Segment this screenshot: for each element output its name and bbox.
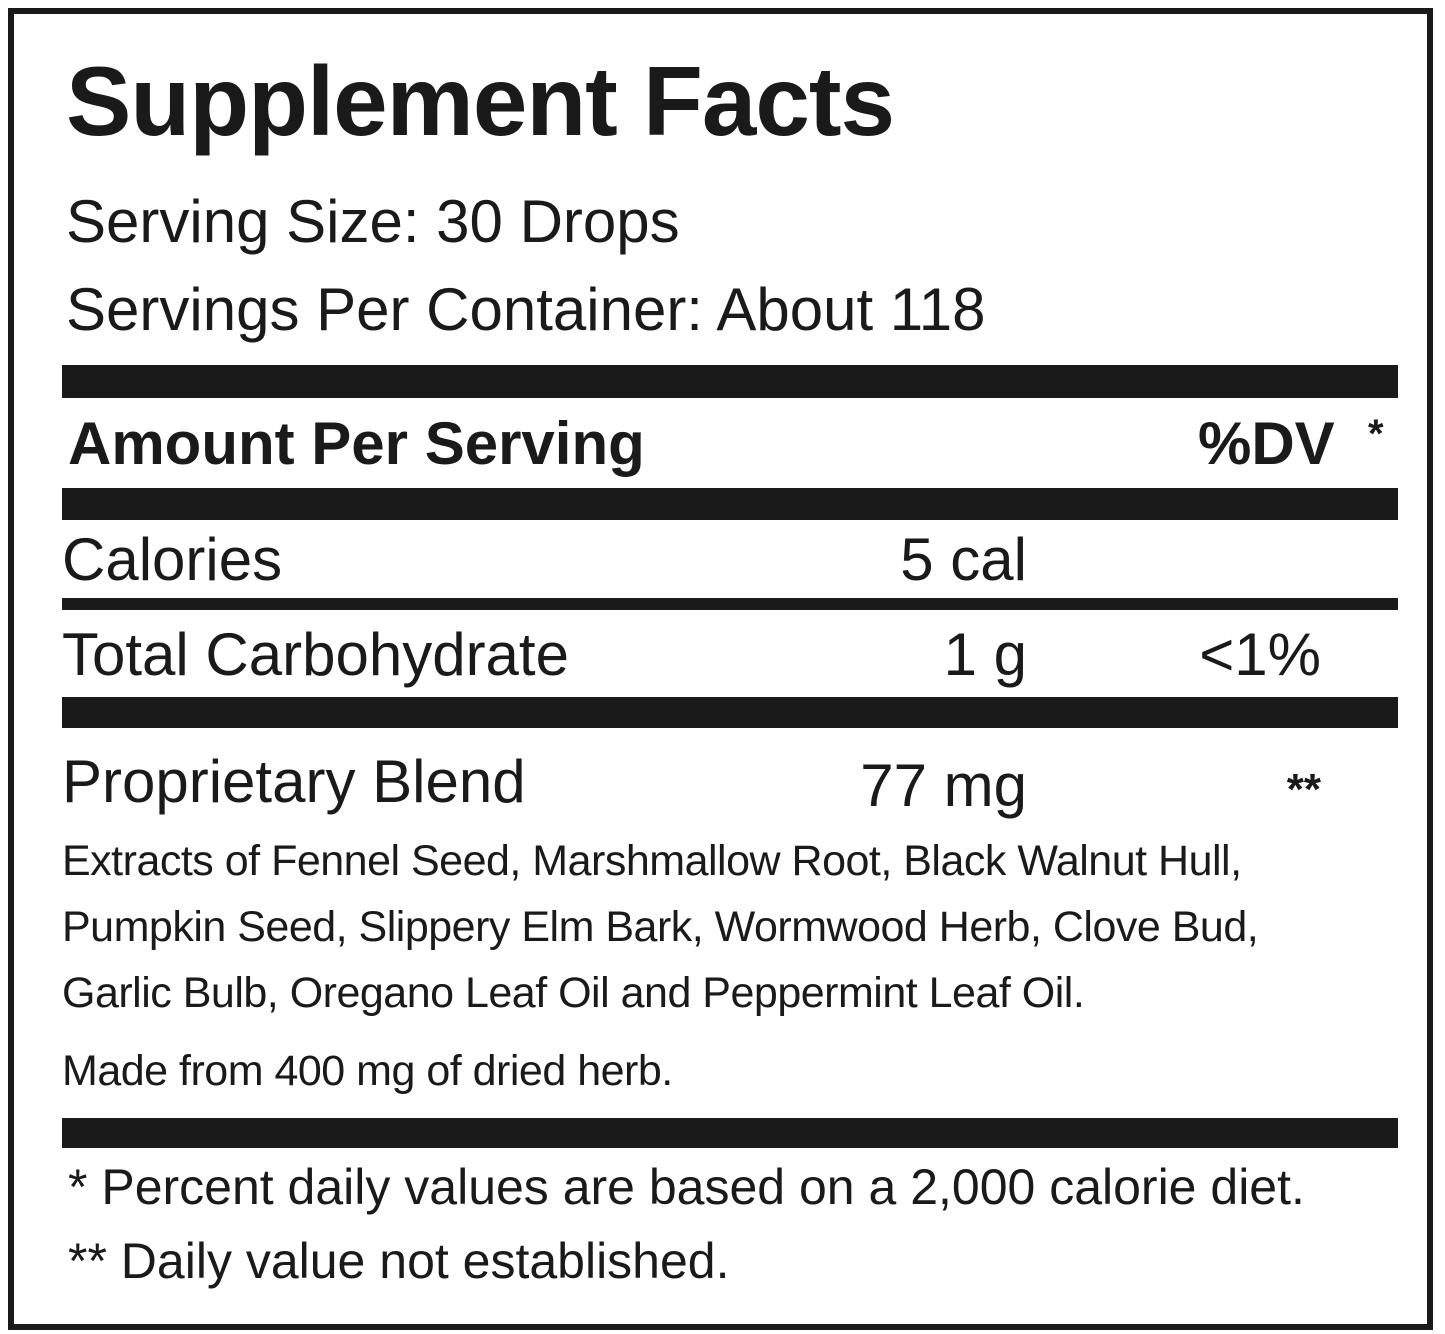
made-from-note: Made from 400 mg of dried herb. bbox=[62, 1047, 673, 1095]
footnote-not-established: ** Daily value not established. bbox=[68, 1233, 730, 1289]
footnote-dv: * Percent daily values are based on a 2,… bbox=[68, 1159, 1305, 1215]
blend-ingredients-line: Pumpkin Seed, Slippery Elm Bark, Wormwoo… bbox=[62, 903, 1259, 951]
divider bbox=[62, 598, 1398, 610]
amount-per-serving-heading: Amount Per Serving bbox=[68, 410, 645, 477]
divider bbox=[62, 365, 1398, 398]
serving-size: Serving Size: 30 Drops bbox=[66, 188, 680, 255]
nutrient-name: Calories bbox=[62, 526, 283, 593]
divider bbox=[62, 1118, 1398, 1148]
divider bbox=[62, 697, 1398, 728]
nutrient-dv: ** bbox=[1286, 765, 1321, 814]
servings-per-container: Servings Per Container: About 118 bbox=[66, 276, 986, 343]
nutrient-amount: 77 mg bbox=[860, 752, 1027, 819]
blend-ingredients-line: Extracts of Fennel Seed, Marshmallow Roo… bbox=[62, 837, 1242, 885]
blend-ingredients-line: Garlic Bulb, Oregano Leaf Oil and Pepper… bbox=[62, 969, 1085, 1017]
label-title: Supplement Facts bbox=[66, 46, 895, 156]
nutrient-amount: 5 cal bbox=[900, 526, 1027, 593]
nutrient-name: Total Carbohydrate bbox=[62, 621, 569, 688]
divider bbox=[62, 488, 1398, 520]
nutrient-amount: 1 g bbox=[943, 621, 1027, 688]
label-border bbox=[8, 8, 1433, 1330]
dv-heading: %DV bbox=[1198, 410, 1335, 477]
nutrient-dv: <1% bbox=[1199, 621, 1321, 688]
dv-heading-mark: * bbox=[1368, 412, 1384, 456]
nutrient-name: Proprietary Blend bbox=[62, 748, 526, 815]
